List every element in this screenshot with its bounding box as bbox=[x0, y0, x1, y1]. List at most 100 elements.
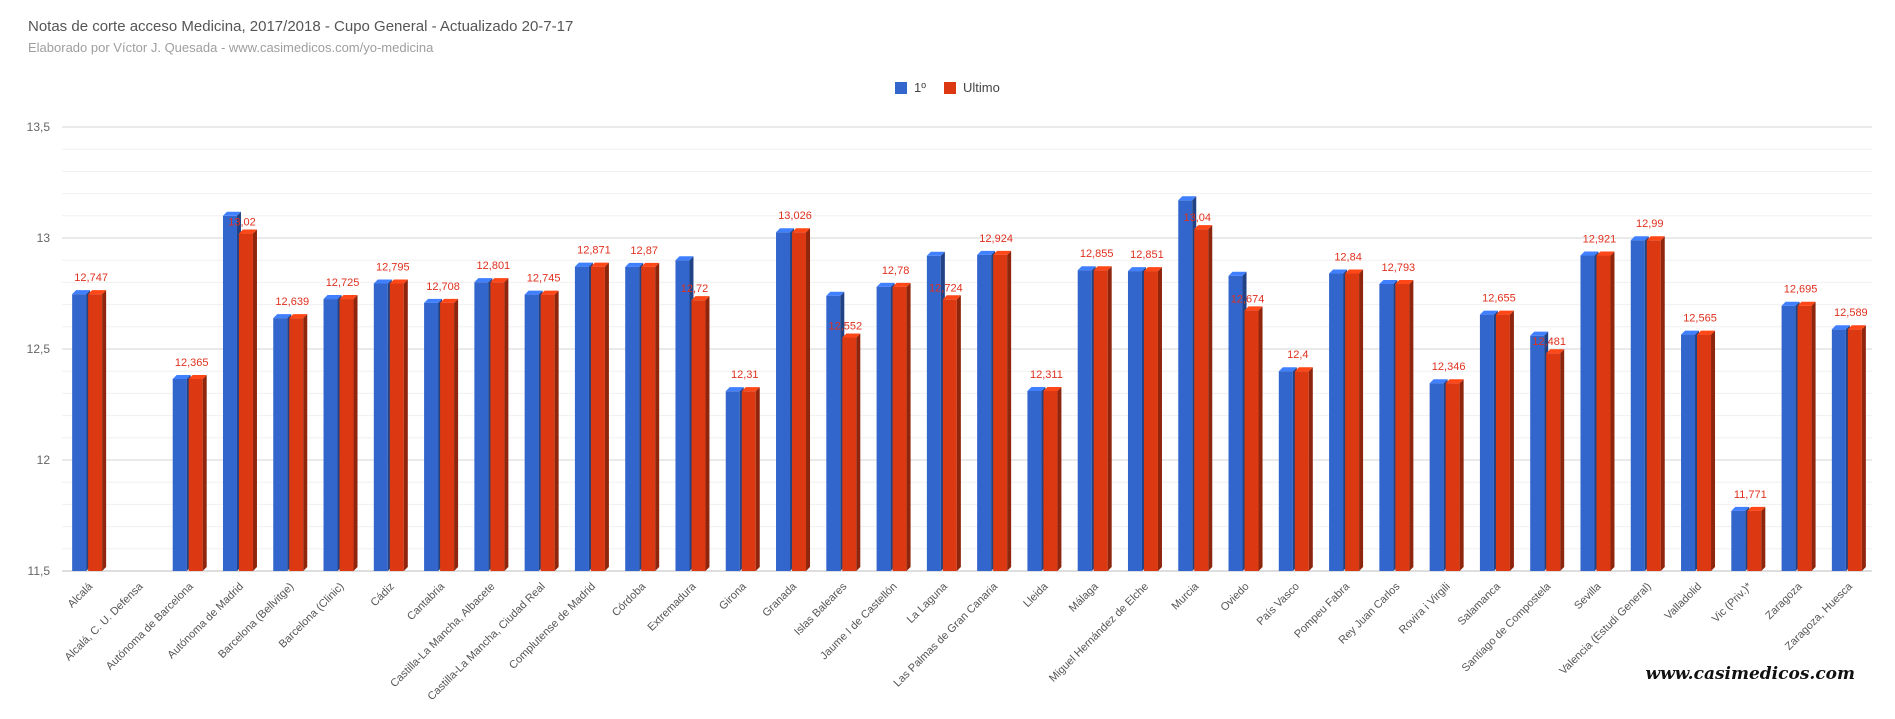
bar-series-2-side bbox=[1660, 236, 1665, 571]
legend: 1º Ultimo bbox=[895, 80, 1000, 95]
data-label: 12,871 bbox=[577, 245, 611, 257]
bar-series-2 bbox=[1847, 329, 1862, 571]
x-tick-label: Santiago de Compostela bbox=[1460, 580, 1554, 674]
bar-series-2 bbox=[88, 294, 103, 571]
data-label: 12,725 bbox=[326, 277, 360, 289]
bar-series-2-side bbox=[1811, 301, 1816, 571]
bar-series-1-top bbox=[1681, 330, 1700, 335]
bar-series-1 bbox=[424, 302, 439, 571]
bar-series-1 bbox=[675, 260, 690, 571]
bar-series-2-top bbox=[792, 228, 811, 233]
bar-series-2 bbox=[1244, 310, 1259, 571]
bar-series-2 bbox=[1747, 510, 1762, 571]
bar-series-2 bbox=[641, 266, 656, 571]
data-label: 12,346 bbox=[1432, 361, 1466, 373]
legend-swatch-series-2 bbox=[943, 81, 956, 94]
bar-series-1 bbox=[524, 294, 539, 571]
data-label: 12,708 bbox=[426, 281, 460, 293]
bar-series-1-top bbox=[373, 279, 392, 284]
bar-series-1 bbox=[273, 318, 288, 571]
bar-series-1-top bbox=[1479, 310, 1498, 315]
data-label: 12,724 bbox=[929, 282, 963, 294]
bar-series-2-side bbox=[806, 228, 811, 571]
data-label: 12,747 bbox=[74, 272, 108, 284]
data-label: 12,674 bbox=[1231, 293, 1265, 305]
bar-series-1-top bbox=[1228, 271, 1247, 276]
x-tick-label: Sevilla bbox=[1572, 580, 1604, 612]
bar-series-2 bbox=[892, 286, 907, 571]
bar-series-2-side bbox=[1459, 379, 1464, 571]
legend-label-series-1: 1º bbox=[914, 80, 926, 95]
data-label: 13,04 bbox=[1183, 212, 1211, 224]
x-tick-label: Córdoba bbox=[610, 580, 649, 619]
bar-series-2 bbox=[993, 254, 1008, 571]
bar-series-2-side bbox=[102, 290, 107, 571]
bar-series-2-top bbox=[238, 229, 257, 234]
bar-series-1-top bbox=[1429, 379, 1448, 384]
bar-series-2-side bbox=[705, 296, 710, 571]
bar-series-1-top bbox=[725, 387, 744, 392]
bar-series-1-top bbox=[424, 298, 443, 303]
bar-series-2-top bbox=[892, 282, 911, 287]
bar-series-1-top bbox=[1178, 196, 1197, 201]
bar-series-2-top bbox=[1043, 386, 1062, 391]
bar-series-2-top bbox=[1747, 506, 1766, 511]
legend-item-series-1[interactable]: 1º bbox=[895, 80, 926, 95]
bar-series-2-side bbox=[1308, 367, 1313, 571]
y-tick-label: 12,5 bbox=[27, 342, 51, 356]
bar-series-1 bbox=[926, 255, 941, 571]
bar-series-2-top bbox=[1294, 367, 1313, 372]
bar-series-1-top bbox=[172, 374, 191, 379]
bar-series-1-top bbox=[1379, 279, 1398, 284]
bar-series-2-top bbox=[1194, 225, 1213, 230]
data-label: 12,801 bbox=[477, 260, 511, 272]
bar-series-2-side bbox=[1107, 266, 1112, 571]
bar-series-2-side bbox=[303, 314, 308, 571]
bar-series-1 bbox=[1329, 273, 1344, 571]
data-label: 12,793 bbox=[1382, 262, 1416, 274]
bar-series-1-top bbox=[977, 250, 996, 255]
bar-series-2-side bbox=[252, 229, 257, 571]
bar-series-2-side bbox=[856, 333, 861, 571]
bar-series-1-top bbox=[273, 314, 292, 319]
bar-series-2-top bbox=[1143, 267, 1162, 272]
x-tick-label: Autónoma de Barcelona bbox=[104, 580, 197, 673]
bar-series-2 bbox=[389, 283, 404, 571]
bar-series-2-top bbox=[1697, 330, 1716, 335]
bar-series-2 bbox=[691, 300, 706, 571]
bar-series-1 bbox=[172, 378, 187, 571]
bar-series-2-top bbox=[590, 262, 609, 267]
x-tick-label: Murcia bbox=[1170, 580, 1202, 612]
bar-series-2-top bbox=[440, 298, 459, 303]
bar-series-1 bbox=[1630, 240, 1645, 571]
bar-series-1-top bbox=[826, 291, 845, 296]
bar-series-2 bbox=[1697, 334, 1712, 571]
data-label: 12,639 bbox=[275, 296, 309, 308]
x-tick-label: Zaragoza bbox=[1763, 580, 1805, 622]
data-label: 12,924 bbox=[979, 233, 1013, 245]
bar-series-1-top bbox=[1329, 269, 1348, 274]
bar-series-2 bbox=[942, 299, 957, 571]
legend-label-series-2: Ultimo bbox=[962, 80, 1000, 95]
bar-series-1-top bbox=[776, 228, 795, 233]
bar-series-2 bbox=[339, 299, 354, 571]
bar-series-2-side bbox=[1208, 225, 1213, 571]
bar-series-1 bbox=[1228, 275, 1243, 571]
bar-series-2-side bbox=[1861, 325, 1866, 571]
bar-series-2-side bbox=[353, 295, 358, 571]
bar-series-1 bbox=[1580, 255, 1595, 571]
x-tick-label: Málaga bbox=[1067, 580, 1102, 615]
bar-series-2 bbox=[188, 378, 203, 571]
legend-item-series-2[interactable]: Ultimo bbox=[943, 80, 1000, 95]
bar-series-1 bbox=[1027, 390, 1042, 571]
bar-series-2-top bbox=[540, 290, 559, 295]
bar-series-1 bbox=[1077, 270, 1092, 571]
bar-series-1-top bbox=[574, 262, 593, 267]
bar-series-2 bbox=[1093, 270, 1108, 571]
x-tick-label: Valladolid bbox=[1663, 581, 1705, 623]
bar-series-1 bbox=[323, 299, 338, 571]
bar-series-2-side bbox=[1007, 250, 1012, 571]
bar-series-1-top bbox=[926, 251, 945, 256]
x-tick-label: Islas Baleares bbox=[792, 580, 850, 638]
bar-series-2-side bbox=[604, 262, 609, 571]
